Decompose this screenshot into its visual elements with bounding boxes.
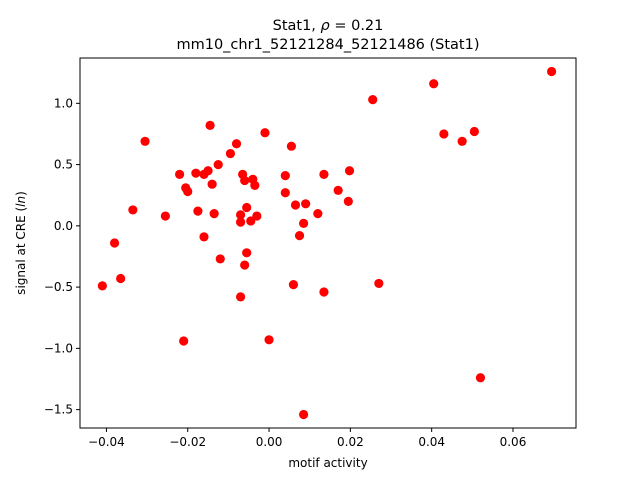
data-point-27 <box>242 202 252 213</box>
data-point-30 <box>246 216 256 226</box>
data-point-3 <box>128 205 138 215</box>
data-point-24 <box>235 292 246 302</box>
data-point-4 <box>140 136 150 146</box>
x-tick-label-1: −0.02 <box>169 435 206 449</box>
data-point-47 <box>319 287 329 297</box>
x-tick-label-5: 0.06 <box>500 435 527 449</box>
data-point-18 <box>213 159 223 170</box>
data-point-7 <box>179 336 189 346</box>
y-tick-label-2: −0.5 <box>44 280 73 294</box>
data-point-20 <box>225 148 236 159</box>
data-point-52 <box>374 278 384 289</box>
title-rho-value: = 0.21 <box>330 18 384 34</box>
x-tick-label-0: −0.04 <box>88 435 125 449</box>
data-point-34 <box>260 128 270 138</box>
title-rho-symbol: ρ <box>321 18 331 34</box>
y-tick-label-0: −1.5 <box>44 403 73 417</box>
data-point-39 <box>288 280 299 290</box>
data-point-50 <box>344 166 355 176</box>
data-point-17 <box>209 209 219 219</box>
data-point-21 <box>231 139 242 149</box>
data-point-2 <box>116 273 126 284</box>
data-point-15 <box>205 120 215 130</box>
data-point-58 <box>547 66 557 77</box>
data-point-19 <box>215 254 225 264</box>
y-tick-label-1: −1.0 <box>44 341 73 355</box>
data-point-28 <box>242 248 252 258</box>
y-axis-label-suffix: ) <box>14 191 28 196</box>
title-prefix: Stat1, <box>273 18 321 34</box>
data-point-57 <box>475 373 486 383</box>
data-points <box>97 66 557 420</box>
data-point-11 <box>193 206 203 216</box>
chart-title-line-1: Stat1, ρ = 0.21 <box>273 18 384 34</box>
data-point-48 <box>333 185 343 195</box>
data-point-29 <box>240 260 250 270</box>
x-tick-label-3: 0.02 <box>337 435 364 449</box>
data-point-26 <box>240 175 250 186</box>
data-point-41 <box>294 231 305 241</box>
data-point-10 <box>191 168 201 178</box>
data-point-1 <box>109 238 120 248</box>
data-point-38 <box>286 141 297 151</box>
x-tick-label-4: 0.04 <box>418 435 445 449</box>
data-point-33 <box>252 211 262 221</box>
plot-frame <box>79 57 577 429</box>
x-axis-ticks: −0.04 −0.02 0.00 0.02 0.04 0.06 <box>88 428 526 449</box>
data-point-37 <box>280 188 290 198</box>
y-axis-label-prefix: signal at CRE ( <box>14 207 28 295</box>
data-point-14 <box>203 166 213 176</box>
data-point-55 <box>457 136 467 146</box>
data-point-45 <box>313 209 323 219</box>
data-point-6 <box>175 169 185 179</box>
data-point-51 <box>368 95 378 105</box>
data-point-23 <box>235 217 246 227</box>
y-axis-label-unit: ln <box>14 196 28 207</box>
data-point-42 <box>299 218 309 228</box>
data-point-0 <box>97 281 107 291</box>
x-axis-label: motif activity <box>288 456 367 470</box>
data-point-22 <box>235 210 246 220</box>
data-point-32 <box>250 180 260 191</box>
y-tick-label-4: 0.5 <box>54 158 73 172</box>
data-point-53 <box>429 79 439 89</box>
chart-title-line-2: mm10_chr1_52121284_52121486 (Stat1) <box>176 37 479 53</box>
y-tick-label-3: 0.0 <box>54 219 73 233</box>
data-point-16 <box>207 179 217 189</box>
y-tick-label-5: 1.0 <box>54 96 73 110</box>
data-point-36 <box>280 171 290 181</box>
data-point-9 <box>183 186 193 197</box>
data-point-44 <box>299 409 309 420</box>
x-tick-label-2: 0.00 <box>256 435 283 449</box>
y-axis-ticks: −1.5 −1.0 −0.5 0.0 0.5 1.0 <box>44 96 80 417</box>
data-point-54 <box>439 129 449 139</box>
data-point-49 <box>343 196 353 206</box>
data-point-12 <box>199 232 209 242</box>
data-point-35 <box>264 335 274 345</box>
chart-title: Stat1, ρ = 0.21 mm10_chr1_52121284_52121… <box>176 18 479 53</box>
y-axis-label: signal at CRE (ln) <box>14 191 28 295</box>
data-point-56 <box>469 126 479 137</box>
data-point-43 <box>301 199 311 209</box>
data-point-46 <box>319 169 329 179</box>
data-point-5 <box>160 211 170 221</box>
data-point-40 <box>290 200 301 210</box>
